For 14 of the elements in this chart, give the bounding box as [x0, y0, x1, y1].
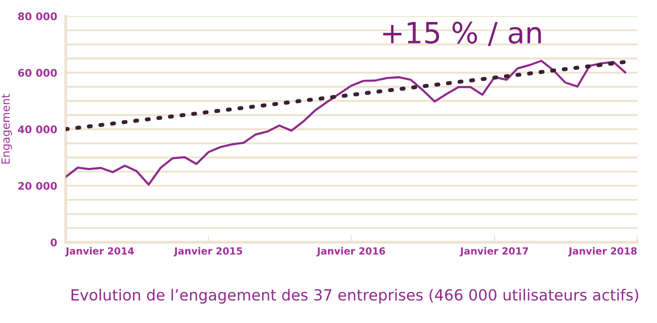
y-tick-label: 80 000	[18, 12, 57, 20]
y-tick-label: 0	[50, 238, 57, 246]
y-tick-label: 40 000	[18, 125, 57, 134]
line-series	[66, 60, 626, 186]
x-tick-label: Janvier 2015	[174, 247, 242, 256]
x-tick-label: Janvier 2016	[316, 247, 386, 256]
y-axis-title: Engagement	[2, 94, 12, 164]
annotation: +15 % / an	[383, 22, 541, 46]
text: Evolution de l’engagement des 37 entreprises (466 000 utilisateurs actifs)	[72, 288, 638, 304]
x-tick-label: Janvier 2018	[568, 247, 637, 256]
y-tick-label: 20 000	[18, 182, 57, 190]
x-tick-label: Janvier 2017	[460, 247, 528, 256]
y-tick-label: 60 000	[18, 68, 57, 77]
x-tick-label: Janvier 2014	[65, 247, 134, 256]
